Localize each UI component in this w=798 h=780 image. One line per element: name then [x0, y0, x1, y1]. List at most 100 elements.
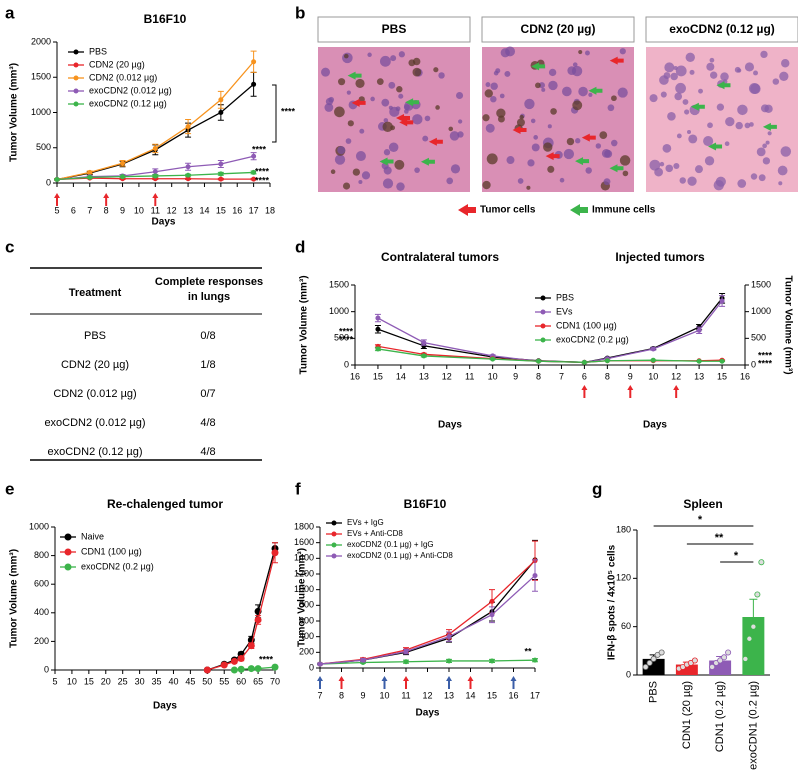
data-point [254, 616, 262, 624]
x-tick-label: 11 [151, 205, 160, 215]
significance: **** [339, 334, 354, 344]
legend-marker [73, 101, 79, 107]
cell [748, 83, 760, 94]
y-tick-label: 800 [299, 600, 314, 610]
cell [408, 59, 416, 67]
legend-label: EVs [556, 306, 573, 316]
y-tick-label: 1400 [294, 553, 314, 563]
cell [450, 164, 461, 174]
data-point [489, 612, 495, 618]
data-dot [646, 659, 653, 666]
data-point [271, 663, 279, 671]
cell [704, 156, 715, 166]
legend-arrow [458, 204, 476, 216]
x-axis-label: Days [152, 217, 176, 228]
cell [398, 93, 404, 99]
data-point [251, 169, 257, 175]
cell [535, 82, 541, 89]
x-tick-label: 8 [605, 371, 610, 381]
cell [585, 167, 592, 174]
chart-title: B16F10 [144, 12, 187, 26]
series-line [319, 659, 536, 665]
cell [482, 180, 491, 190]
cell [667, 112, 676, 121]
y-tick-label: 0 [46, 177, 51, 187]
cell [519, 114, 524, 120]
panel-label: d [295, 237, 305, 256]
x-tick-label: 10 [67, 676, 77, 686]
x-tick-label: exoCDN1 (0.2 µg) [747, 681, 759, 770]
y-tick-label: 1000 [329, 306, 349, 316]
data-point [54, 176, 60, 182]
legend-label: CDN2 (0.012 µg) [89, 72, 157, 82]
cell [710, 71, 718, 79]
cell [654, 167, 663, 177]
y-tick-label: 1500 [31, 72, 51, 82]
y-tick-label: 500 [751, 333, 766, 343]
x-tick-label: 40 [168, 676, 178, 686]
cell [665, 164, 674, 173]
x-tick-label: 12 [422, 690, 432, 700]
series-line [319, 575, 536, 665]
tumor-arrow [351, 98, 366, 107]
immune-arrow [420, 157, 435, 166]
cell [673, 163, 680, 170]
data-point [185, 124, 191, 130]
significance: * [698, 514, 703, 526]
significance: **** [758, 350, 773, 360]
cell [595, 143, 602, 149]
x-tick-label: 18 [265, 205, 275, 215]
x-axis-label: Days [416, 708, 440, 719]
cell [674, 92, 683, 101]
x-tick-label: 16 [740, 371, 750, 381]
significance: **** [758, 358, 773, 368]
cell [716, 103, 725, 111]
cell [383, 118, 389, 123]
y2-axis-label: Tumor Volume (mm³) [782, 275, 793, 374]
y-tick-label: 1000 [31, 107, 51, 117]
cell [662, 143, 672, 153]
data-point [218, 171, 224, 177]
cell [506, 156, 515, 165]
legend-marker [540, 323, 546, 329]
panel-label: f [295, 479, 301, 498]
immune-arrow [708, 142, 723, 151]
chart-subtitle: Injected tumors [615, 250, 705, 264]
panel-label: b [295, 3, 305, 22]
immune-arrow [347, 71, 362, 80]
cell [780, 146, 792, 157]
x-tick-label: 16 [508, 690, 518, 700]
y-tick-label: 0 [44, 664, 49, 674]
data-point [185, 164, 191, 170]
immune-arrow [762, 122, 777, 131]
x-tick-label: 7 [87, 205, 92, 215]
legend-marker [540, 295, 546, 301]
cell [527, 159, 535, 167]
cell [715, 176, 726, 187]
data-point [271, 549, 279, 557]
x-tick-label: 13 [183, 205, 193, 215]
table-cell: CDN2 (20 µg) [61, 359, 129, 371]
tumor-arrow [581, 133, 596, 142]
legend-marker [540, 309, 546, 315]
cell [376, 78, 384, 85]
cell [559, 177, 565, 183]
legend-label: PBS [556, 292, 574, 302]
cell [762, 143, 767, 149]
x-tick-label: 16 [232, 205, 242, 215]
cell [379, 55, 391, 67]
cell [533, 135, 539, 140]
data-point [360, 657, 366, 663]
immune-arrow [405, 98, 420, 107]
cell [324, 103, 334, 112]
data-point [218, 97, 224, 103]
treatment-arrow [627, 385, 634, 398]
cell [603, 178, 611, 186]
x-tick-label: 14 [199, 205, 209, 215]
cell [543, 142, 553, 152]
x-tick-label: 9 [120, 205, 125, 215]
data-dot [758, 559, 765, 566]
y-tick-label: 200 [299, 647, 314, 657]
cell [703, 136, 714, 147]
data-point [421, 340, 427, 346]
